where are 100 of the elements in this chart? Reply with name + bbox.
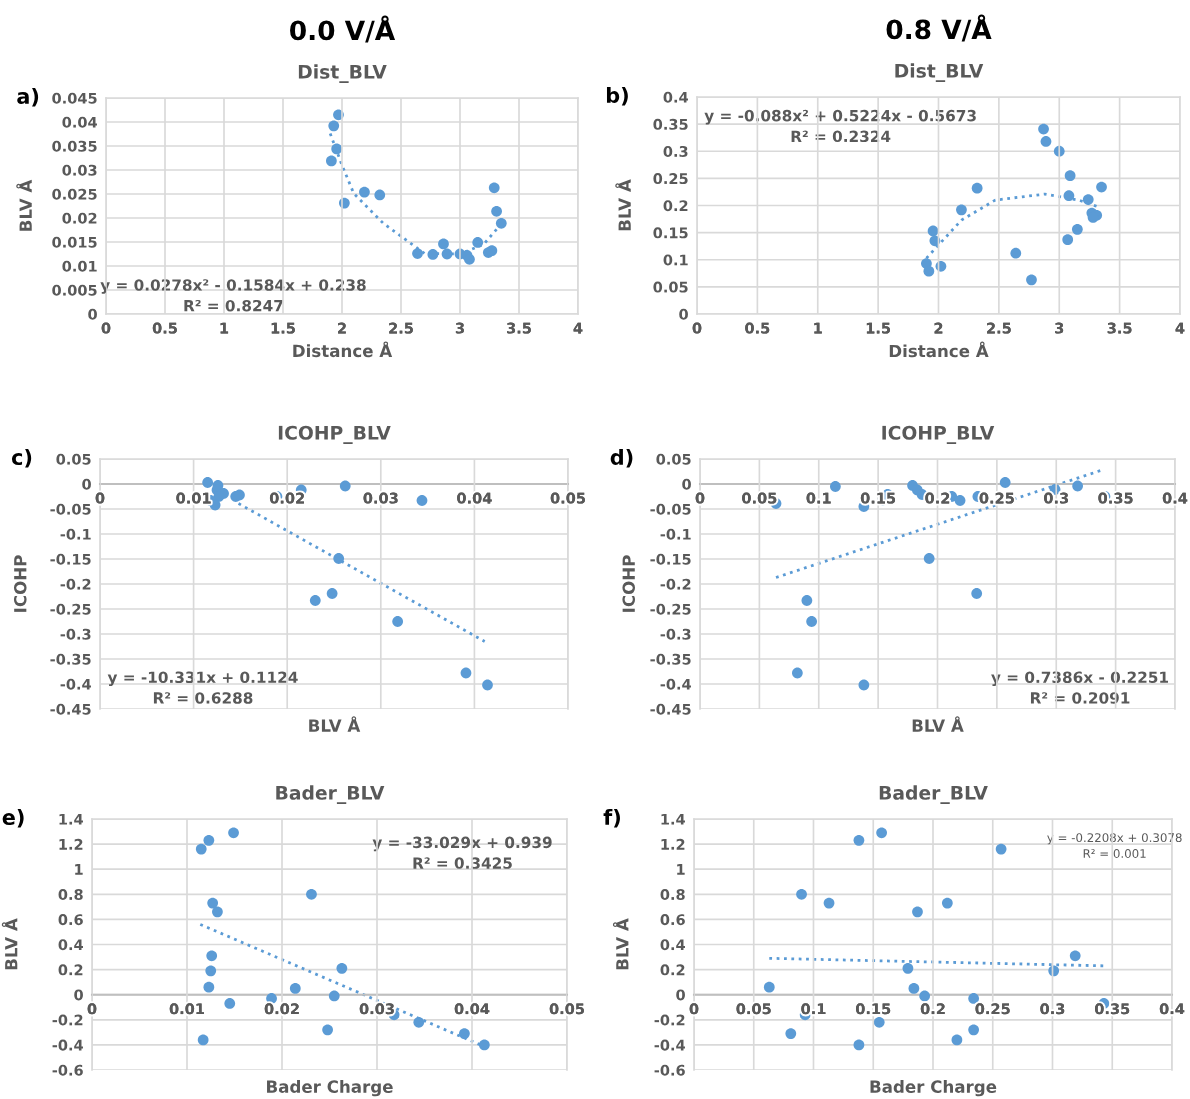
point xyxy=(416,495,428,506)
annotation: y = -10.331x + 0.1124 R² = 0.6288 xyxy=(107,671,298,704)
point xyxy=(823,897,835,909)
point xyxy=(326,155,337,167)
point xyxy=(1026,274,1037,286)
y-tick-label: -0.45 xyxy=(50,703,91,715)
y-tick-label: 0.2 xyxy=(663,200,688,212)
x-tick-label: 0.03 xyxy=(363,492,398,504)
point xyxy=(853,1039,865,1051)
point xyxy=(438,238,449,250)
y-tick-label: 0.025 xyxy=(52,188,97,200)
y-tick-label: 0.05 xyxy=(656,453,691,465)
x-tick-label: 2 xyxy=(934,322,943,334)
y-tick-label: 0 xyxy=(88,308,97,320)
y-tick-label: 0.15 xyxy=(653,227,688,239)
point xyxy=(328,120,340,132)
y-tick-label: -0.2 xyxy=(660,578,691,590)
x-tick-label: 0.2 xyxy=(920,1003,945,1015)
text: c) xyxy=(11,448,32,468)
y-tick-label: 0.4 xyxy=(663,91,688,103)
point xyxy=(203,981,215,993)
point xyxy=(858,679,870,691)
point xyxy=(971,182,983,194)
point xyxy=(919,990,931,1002)
x-tick-label: 1 xyxy=(220,322,229,334)
annotation: y = 0.0278x² - 0.1584x + 0.238 R² = 0.8247 xyxy=(100,279,366,312)
point xyxy=(1071,223,1083,235)
y-tick-label: -0.6 xyxy=(52,1064,83,1076)
point xyxy=(289,983,301,994)
point xyxy=(1010,247,1022,259)
y-tick-label: 0.3 xyxy=(663,145,688,157)
x-tick-label: 3 xyxy=(1055,322,1064,334)
chart-title: ICOHP_BLV xyxy=(882,425,995,444)
x-tick-label: 0.05 xyxy=(550,492,585,504)
point xyxy=(306,888,317,900)
point xyxy=(195,843,207,855)
point xyxy=(908,983,920,994)
point xyxy=(1069,950,1081,962)
point xyxy=(478,1039,490,1051)
x-tick-label: 2 xyxy=(338,322,346,334)
point xyxy=(902,962,914,974)
y-tick-label: 0 xyxy=(74,989,83,1001)
point xyxy=(412,248,423,259)
y-axis-title: BLV Å xyxy=(612,918,629,970)
point xyxy=(202,477,214,488)
point xyxy=(359,186,370,198)
point xyxy=(333,553,345,564)
point xyxy=(328,990,340,1002)
x-tick-label: 0.25 xyxy=(975,1003,1010,1015)
x-tick-label: 0.3 xyxy=(1044,492,1069,504)
point xyxy=(912,906,923,918)
y-tick-label: 1.4 xyxy=(661,813,685,825)
x-tick-label: 0.15 xyxy=(855,1003,891,1015)
x-tick-label: 0.05 xyxy=(742,492,777,504)
chart-subtitle: 0.0 V/Å xyxy=(290,15,396,43)
y-tick-label: 0.25 xyxy=(653,173,688,185)
x-tick-label: 0 xyxy=(95,492,105,504)
y-tick-label: -0.4 xyxy=(60,678,91,690)
y-tick-label: 0.4 xyxy=(660,939,685,951)
x-tick-label: 0.05 xyxy=(736,1003,771,1015)
point xyxy=(336,962,348,974)
x-axis-title: BLV Å xyxy=(309,716,361,732)
point xyxy=(203,834,215,846)
point xyxy=(830,481,841,492)
x-tick-label: 0.04 xyxy=(454,1003,490,1015)
point xyxy=(792,667,803,679)
x-axis-title: Distance Å xyxy=(889,341,989,358)
y-tick-label: 0.05 xyxy=(56,453,91,465)
chart-title: Bader_BLV xyxy=(879,785,988,804)
text: b) xyxy=(606,86,628,106)
y-tick-label: 0.8 xyxy=(660,889,685,901)
y-tick-label: 0.04 xyxy=(62,116,97,128)
y-tick-label: -0.1 xyxy=(60,528,91,540)
point xyxy=(427,249,439,260)
y-tick-label: -0.05 xyxy=(50,503,91,515)
x-tick-label: 3 xyxy=(455,322,464,334)
y-tick-label: -0.2 xyxy=(60,578,91,590)
y-tick-label: 0 xyxy=(682,478,691,490)
chart-title: ICOHP_BLV xyxy=(278,425,391,444)
y-tick-label: -0.6 xyxy=(654,1064,685,1076)
x-tick-label: 3.5 xyxy=(507,322,531,334)
y-tick-label: -0.15 xyxy=(50,553,91,565)
y-tick-label: -0.15 xyxy=(650,553,691,565)
y-tick-label: 0.02 xyxy=(62,212,97,224)
x-tick-label: 0.5 xyxy=(745,322,770,334)
point xyxy=(488,182,500,194)
x-axis-title: Bader Charge xyxy=(870,1080,997,1097)
x-tick-label: 0 xyxy=(101,322,111,334)
point xyxy=(763,981,775,993)
x-tick-label: 0 xyxy=(692,322,702,334)
point xyxy=(971,588,983,599)
point xyxy=(486,245,498,257)
point xyxy=(482,679,493,691)
text: a) xyxy=(17,87,39,107)
y-tick-label: 0.005 xyxy=(52,284,97,296)
y-tick-label: 0.35 xyxy=(653,118,688,130)
point xyxy=(785,1028,797,1039)
y-tick-label: 0 xyxy=(82,478,91,490)
text: e) xyxy=(2,808,24,828)
x-tick-label: 4 xyxy=(573,322,583,334)
